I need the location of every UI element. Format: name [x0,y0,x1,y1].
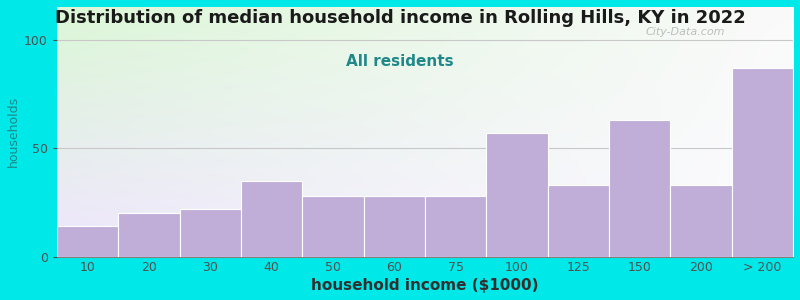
Bar [180,209,241,257]
Text: All residents: All residents [346,54,454,69]
Bar [118,213,180,257]
Bar [670,185,732,257]
Bar [732,68,793,257]
Bar [609,120,670,257]
Text: City-Data.com: City-Data.com [646,27,726,37]
Bar [548,185,609,257]
Bar [486,133,548,257]
Bar [425,196,486,257]
Bar [302,196,364,257]
Text: Distribution of median household income in Rolling Hills, KY in 2022: Distribution of median household income … [54,9,746,27]
Bar [241,181,302,257]
Y-axis label: households: households [7,96,20,167]
Bar [364,196,425,257]
X-axis label: household income ($1000): household income ($1000) [311,278,538,293]
Bar [57,226,118,257]
